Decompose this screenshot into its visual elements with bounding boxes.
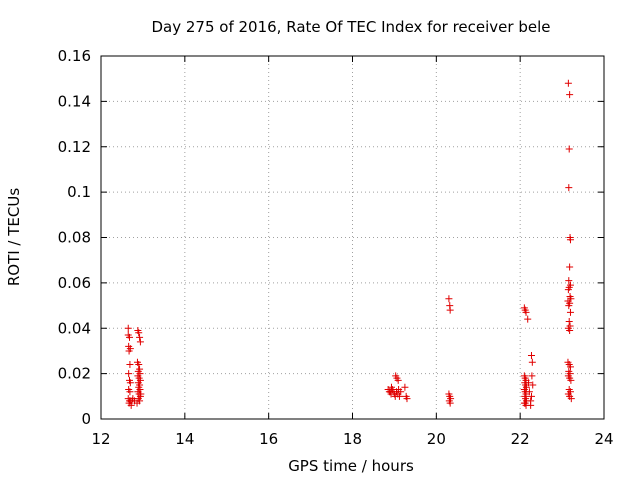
data-point xyxy=(566,236,574,244)
data-point xyxy=(127,401,135,409)
data-point xyxy=(401,383,409,391)
data-point xyxy=(126,388,134,396)
data-point xyxy=(525,388,533,396)
data-point xyxy=(135,329,143,337)
y-axis-label: ROTI / TECUs xyxy=(5,188,23,286)
x-tick-label: 14 xyxy=(175,430,194,448)
data-points xyxy=(124,79,575,409)
data-point xyxy=(394,376,402,384)
x-tick-labels: 12 14 16 18 20 22 24 xyxy=(91,430,613,448)
y-tick-label: 0.12 xyxy=(58,138,91,156)
y-tick-label: 0 xyxy=(81,410,91,428)
data-point xyxy=(137,390,145,398)
data-point xyxy=(566,308,574,316)
data-point xyxy=(126,379,134,387)
data-point xyxy=(566,363,574,371)
data-point xyxy=(126,333,134,341)
y-tick-label: 0.1 xyxy=(67,183,91,201)
data-point xyxy=(566,327,574,335)
y-tick-labels: 0 0.02 0.04 0.06 0.08 0.1 0.12 0.14 0.16 xyxy=(58,47,91,428)
data-point xyxy=(525,379,533,387)
data-point xyxy=(124,324,132,332)
data-point xyxy=(522,308,530,316)
data-point xyxy=(527,401,535,409)
data-point xyxy=(135,361,143,369)
y-tick-label: 0.04 xyxy=(58,319,91,337)
data-point xyxy=(446,399,454,407)
data-point xyxy=(567,376,575,384)
data-point xyxy=(565,145,573,153)
x-tick-label: 12 xyxy=(91,430,110,448)
x-tick-label: 20 xyxy=(427,430,446,448)
data-point xyxy=(565,317,573,325)
data-point xyxy=(125,370,133,378)
data-point xyxy=(564,79,572,87)
x-axis-label: GPS time / hours xyxy=(288,457,414,475)
chart-title: Day 275 of 2016, Rate Of TEC Index for r… xyxy=(152,18,551,36)
data-point xyxy=(565,184,573,192)
data-point xyxy=(125,347,133,355)
data-point xyxy=(528,358,536,366)
data-point xyxy=(136,333,144,341)
data-point xyxy=(126,361,134,369)
data-point xyxy=(566,91,574,99)
data-point xyxy=(446,306,454,314)
x-tick-label: 24 xyxy=(594,430,613,448)
data-point xyxy=(566,263,574,271)
y-tick-label: 0.08 xyxy=(58,229,91,247)
data-point xyxy=(565,277,573,285)
data-point xyxy=(527,392,535,400)
data-point xyxy=(403,395,411,403)
y-tick-label: 0.06 xyxy=(58,274,91,292)
data-point xyxy=(445,295,453,303)
grid xyxy=(101,56,604,419)
y-tick-label: 0.02 xyxy=(58,365,91,383)
x-tick-label: 22 xyxy=(511,430,530,448)
data-point xyxy=(567,395,575,403)
data-point xyxy=(564,286,572,294)
data-point xyxy=(528,372,536,380)
data-point xyxy=(387,383,395,391)
data-point xyxy=(529,381,537,389)
y-tick-label: 0.14 xyxy=(58,92,91,110)
data-point xyxy=(397,388,405,396)
data-point xyxy=(136,338,144,346)
data-point xyxy=(565,302,573,310)
plot-frame xyxy=(100,55,605,420)
y-tick-label: 0.16 xyxy=(58,47,91,65)
x-tick-label: 16 xyxy=(259,430,278,448)
data-point xyxy=(524,315,532,323)
data-point xyxy=(527,351,535,359)
data-point xyxy=(133,399,141,407)
x-tick-label: 18 xyxy=(343,430,362,448)
data-point xyxy=(395,392,403,400)
